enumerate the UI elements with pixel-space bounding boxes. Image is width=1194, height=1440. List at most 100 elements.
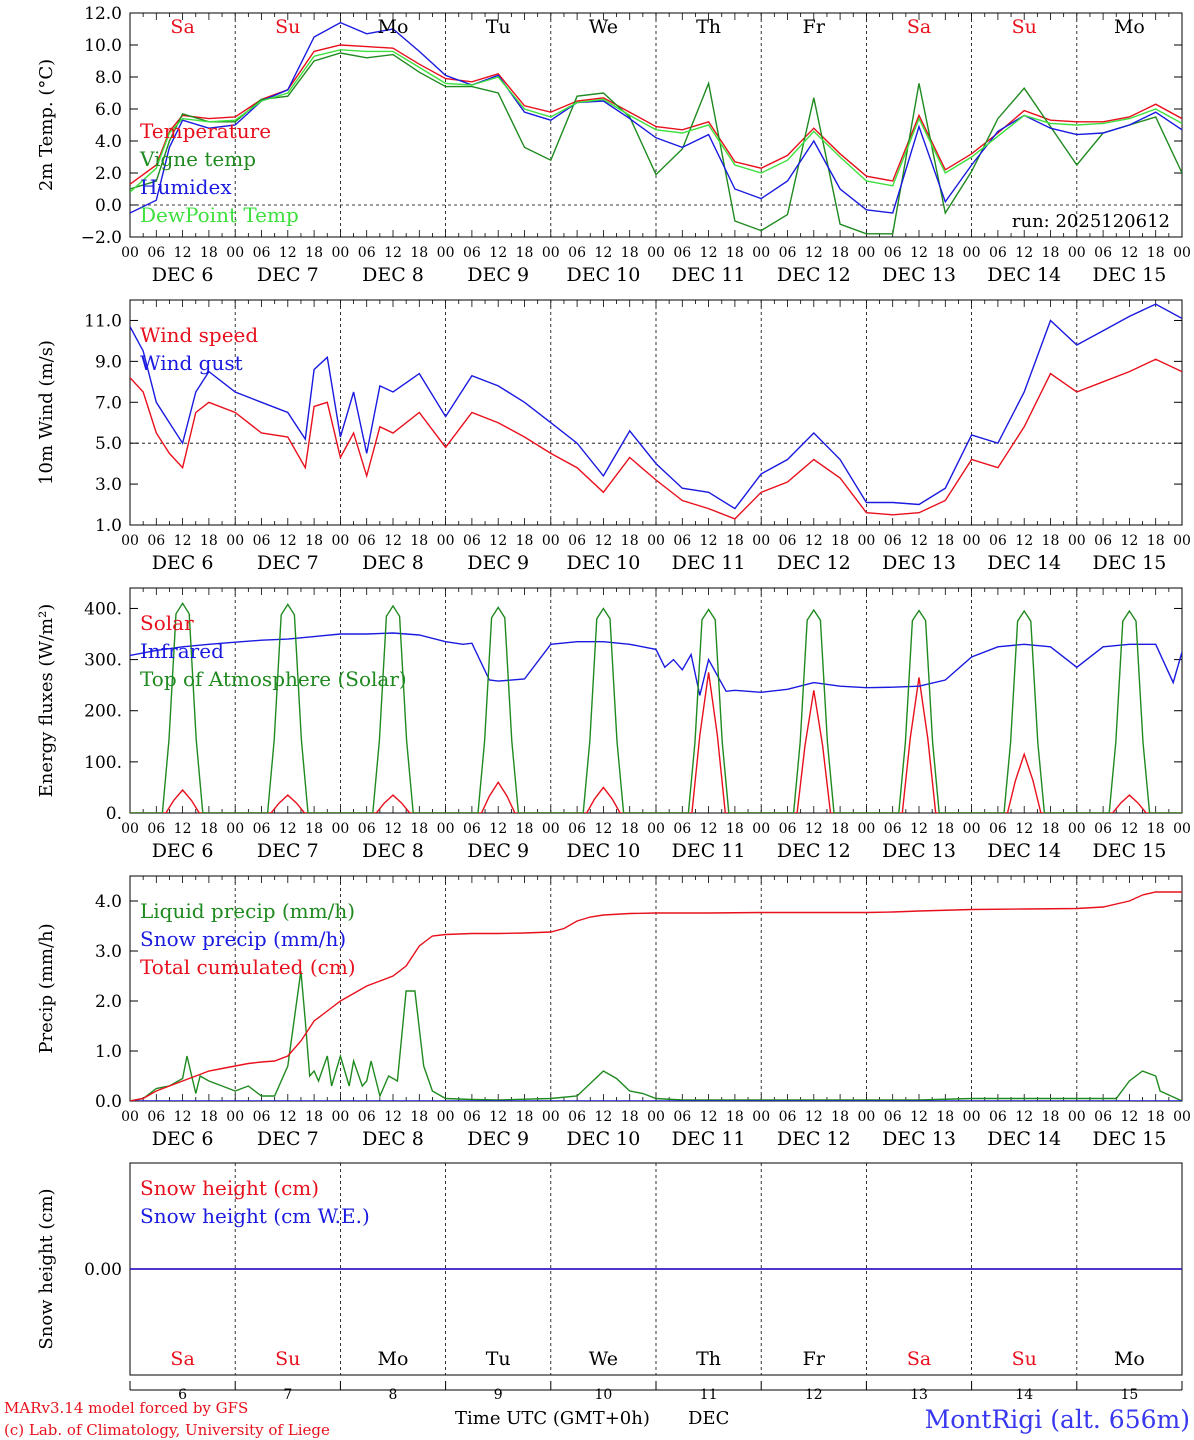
date-label: DEC 6 (152, 264, 214, 286)
series-group (130, 601, 1182, 813)
date-label: DEC 14 (987, 1128, 1061, 1150)
y-axis-label: 2m Temp. (°C) (36, 59, 57, 191)
date-label: DEC 15 (1092, 1128, 1166, 1150)
x-axis-label: Time UTC (GMT+0h) (455, 1408, 650, 1429)
hour-tick-label: 12 (594, 245, 612, 261)
hour-tick-label: 18 (621, 821, 639, 837)
panel-snow: 0.00 Snow height (cm) Snow height (cm) Snow… (36, 1162, 1183, 1403)
legend-vigne-temp: Vigne temp (139, 147, 256, 171)
hour-tick-label: 06 (358, 821, 376, 837)
hour-tick-label: 18 (621, 1109, 639, 1125)
hour-tick-label: 12 (805, 1109, 823, 1125)
hour-tick-label: 18 (1042, 821, 1060, 837)
hour-tick-label: 12 (910, 533, 928, 549)
hour-tick-label: 06 (1094, 1109, 1112, 1125)
y-tick-label: 0.0 (95, 196, 122, 216)
hour-tick-label: 06 (568, 533, 586, 549)
hour-tick-label: 06 (989, 821, 1007, 837)
y-tick-label: 10.0 (84, 36, 122, 56)
weekday-label: Su (1012, 16, 1037, 38)
hour-tick-label: 18 (1042, 533, 1060, 549)
hour-tick-label: 12 (910, 245, 928, 261)
date-label: DEC 15 (1092, 552, 1166, 574)
hour-tick-label: 18 (936, 821, 954, 837)
date-label: DEC 12 (777, 552, 851, 574)
date-label: DEC 13 (882, 1128, 956, 1150)
hour-tick-label: 12 (1120, 533, 1138, 549)
date-label: DEC 8 (362, 552, 424, 574)
series-line-wind-speed (130, 358, 1182, 520)
hour-tick-label: 12 (174, 1109, 192, 1125)
date-label: DEC 10 (566, 552, 640, 574)
day-number-label: 9 (494, 1387, 503, 1403)
hour-tick-label: 12 (174, 821, 192, 837)
hour-tick-label: 06 (989, 245, 1007, 261)
series-line-humidex (130, 21, 1182, 214)
hour-tick-label: 12 (805, 533, 823, 549)
hour-tick-label: 00 (331, 821, 349, 837)
hour-tick-label: 18 (726, 533, 744, 549)
y-tick-label: 11.0 (84, 311, 122, 331)
hour-tick-label: 06 (1094, 245, 1112, 261)
hour-tick-label: 18 (516, 245, 534, 261)
hour-tick-label: 12 (489, 821, 507, 837)
hour-tick-label: 12 (1015, 821, 1033, 837)
hour-tick-label: 00 (226, 821, 244, 837)
y-axis-label: Precip (mm/h) (36, 923, 57, 1053)
panel-temperature: −2.0 0.0 2.0 4.0 6.0 8.0 10.0 12.0 2m Temp. (°C)… (36, 4, 1191, 286)
y-tick-label: 9.0 (95, 352, 122, 372)
hour-tick-label: 00 (1068, 1109, 1086, 1125)
date-label: DEC 11 (672, 552, 746, 574)
hour-tick-label: 18 (831, 245, 849, 261)
hour-tick-label: 06 (147, 533, 165, 549)
hour-tick-label: 00 (226, 1109, 244, 1125)
hour-tick-label: 18 (1042, 1109, 1060, 1125)
y-tick-label: 100. (84, 753, 122, 773)
hour-tick-label: 18 (200, 533, 218, 549)
hour-tick-label: 00 (752, 821, 770, 837)
legend-top-of-atmosphere-solar-: Top of Atmosphere (Solar) (140, 667, 407, 691)
y-tick-label: 400. (84, 599, 122, 619)
date-label: DEC 7 (257, 264, 319, 286)
weekday-label: Fr (803, 16, 826, 38)
series-line-total-cumulated-cm- (130, 891, 1182, 1101)
hour-tick-label: 18 (936, 533, 954, 549)
hour-tick-label: 00 (542, 821, 560, 837)
weekday-label: Mo (378, 16, 409, 38)
hour-tick-label: 00 (437, 245, 455, 261)
hour-tick-label: 00 (963, 533, 981, 549)
hour-tick-label: 00 (121, 533, 139, 549)
hour-tick-label: 06 (568, 245, 586, 261)
hour-tick-label: 18 (200, 1109, 218, 1125)
date-label: DEC 11 (672, 840, 746, 862)
hour-tick-label: 06 (253, 821, 271, 837)
hour-tick-label: 00 (752, 1109, 770, 1125)
hour-tick-label: 06 (673, 245, 691, 261)
hour-tick-label: 18 (936, 245, 954, 261)
hour-tick-label: 06 (673, 1109, 691, 1125)
hour-tick-label: 12 (700, 821, 718, 837)
y-tick-label: 5.0 (95, 434, 122, 454)
y-tick-label: 3.0 (95, 475, 122, 495)
y-tick-label: 12.0 (84, 4, 122, 24)
hour-tick-label: 12 (489, 533, 507, 549)
hour-tick-label: 00 (857, 821, 875, 837)
hour-tick-label: 18 (726, 245, 744, 261)
hour-tick-label: 12 (174, 245, 192, 261)
hour-tick-label: 00 (1173, 533, 1191, 549)
series-line-top-of-atmosphere-solar- (130, 601, 1182, 813)
weekday-label: Su (275, 16, 300, 38)
y-tick-label: 0.0 (95, 1092, 122, 1112)
date-label: DEC 9 (467, 552, 529, 574)
y-axis-label: 10m Wind (m/s) (36, 340, 57, 485)
date-label: DEC 9 (467, 1128, 529, 1150)
station-name: MontRigi (alt. 656m) (925, 1405, 1190, 1434)
hour-tick-label: 18 (726, 821, 744, 837)
hour-tick-label: 12 (279, 821, 297, 837)
date-label: DEC 10 (566, 1128, 640, 1150)
series-group (130, 891, 1182, 1101)
legend-snow-height-cm-w-e-: Snow height (cm W.E.) (140, 1204, 370, 1228)
date-label: DEC 6 (152, 1128, 214, 1150)
weekday-label: Th (696, 16, 721, 38)
day-number-label: 15 (1120, 1387, 1138, 1403)
